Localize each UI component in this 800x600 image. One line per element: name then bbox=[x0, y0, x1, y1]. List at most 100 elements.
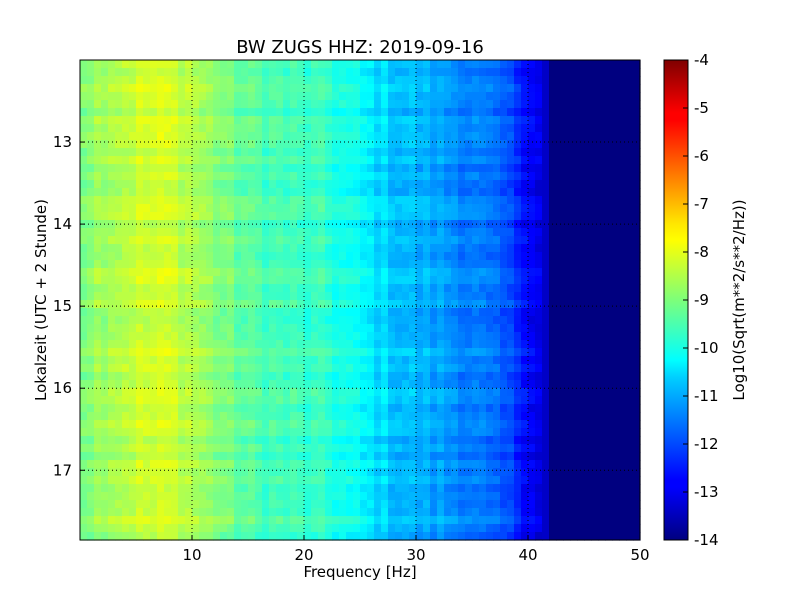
heatmap-cell bbox=[577, 452, 585, 461]
heatmap-cell bbox=[220, 68, 228, 77]
heatmap-cell bbox=[171, 300, 179, 309]
heatmap-cell bbox=[402, 180, 410, 189]
heatmap-cell bbox=[164, 212, 172, 221]
heatmap-cell bbox=[129, 332, 137, 341]
heatmap-cell bbox=[276, 532, 284, 541]
heatmap-cell bbox=[472, 468, 480, 477]
heatmap-cell bbox=[514, 148, 522, 157]
heatmap-cell bbox=[451, 108, 459, 117]
heatmap-cell bbox=[374, 444, 382, 453]
heatmap-cell bbox=[269, 508, 277, 517]
heatmap-cell bbox=[87, 428, 95, 437]
heatmap-cell bbox=[430, 428, 438, 437]
heatmap-cell bbox=[129, 116, 137, 125]
heatmap-cell bbox=[297, 116, 305, 125]
heatmap-cell bbox=[94, 124, 102, 133]
heatmap-cell bbox=[570, 92, 578, 101]
heatmap-cell bbox=[339, 380, 347, 389]
heatmap-cell bbox=[542, 516, 550, 525]
heatmap-cell bbox=[108, 452, 116, 461]
heatmap-cell bbox=[255, 252, 263, 261]
heatmap-cell bbox=[479, 220, 487, 229]
heatmap-cell bbox=[486, 140, 494, 149]
heatmap-cell bbox=[234, 180, 242, 189]
heatmap-cell bbox=[339, 356, 347, 365]
heatmap-cell bbox=[87, 276, 95, 285]
heatmap-cell bbox=[458, 516, 466, 525]
heatmap-cell bbox=[472, 68, 480, 77]
heatmap-cell bbox=[115, 420, 123, 429]
heatmap-cell bbox=[514, 412, 522, 421]
heatmap-cell bbox=[591, 356, 599, 365]
heatmap-cell bbox=[367, 268, 375, 277]
heatmap-cell bbox=[346, 308, 354, 317]
heatmap-cell bbox=[143, 524, 151, 533]
heatmap-cell bbox=[409, 172, 417, 181]
heatmap-cell bbox=[521, 76, 529, 85]
heatmap-cell bbox=[248, 108, 256, 117]
heatmap-cell bbox=[220, 268, 228, 277]
heatmap-cell bbox=[80, 388, 88, 397]
heatmap-cell bbox=[122, 124, 130, 133]
heatmap-cell bbox=[241, 132, 249, 141]
heatmap-cell bbox=[514, 452, 522, 461]
heatmap-cell bbox=[409, 164, 417, 173]
heatmap-cell bbox=[395, 204, 403, 213]
heatmap-cell bbox=[353, 92, 361, 101]
heatmap-cell bbox=[311, 156, 319, 165]
heatmap-cell bbox=[563, 188, 571, 197]
heatmap-cell bbox=[150, 92, 158, 101]
heatmap-cell bbox=[563, 532, 571, 541]
heatmap-cell bbox=[465, 172, 473, 181]
heatmap-cell bbox=[472, 124, 480, 133]
heatmap-cell bbox=[472, 380, 480, 389]
heatmap-cell bbox=[409, 260, 417, 269]
heatmap-cell bbox=[388, 348, 396, 357]
heatmap-cell bbox=[549, 116, 557, 125]
heatmap-cell bbox=[570, 100, 578, 109]
heatmap-cell bbox=[437, 284, 445, 293]
heatmap-cell bbox=[444, 60, 452, 69]
heatmap-cell bbox=[213, 428, 221, 437]
heatmap-cell bbox=[108, 60, 116, 69]
heatmap-cell bbox=[192, 236, 200, 245]
heatmap-cell bbox=[360, 292, 368, 301]
heatmap-cell bbox=[304, 356, 312, 365]
heatmap-cell bbox=[178, 340, 186, 349]
heatmap-cell bbox=[528, 268, 536, 277]
heatmap-cell bbox=[325, 276, 333, 285]
heatmap-cell bbox=[185, 300, 193, 309]
heatmap-cell bbox=[472, 484, 480, 493]
heatmap-cell bbox=[297, 84, 305, 93]
heatmap-cell bbox=[437, 316, 445, 325]
heatmap-cell bbox=[192, 228, 200, 237]
heatmap-cell bbox=[486, 468, 494, 477]
heatmap-cell bbox=[101, 276, 109, 285]
heatmap-cell bbox=[353, 268, 361, 277]
heatmap-cell bbox=[388, 212, 396, 221]
heatmap-cell bbox=[304, 532, 312, 541]
heatmap-cell bbox=[395, 436, 403, 445]
heatmap-cell bbox=[185, 492, 193, 501]
heatmap-cell bbox=[262, 212, 270, 221]
heatmap-cell bbox=[262, 340, 270, 349]
heatmap-cell bbox=[269, 124, 277, 133]
heatmap-cell bbox=[563, 124, 571, 133]
heatmap-cell bbox=[465, 236, 473, 245]
heatmap-cell bbox=[563, 324, 571, 333]
heatmap-cell bbox=[171, 404, 179, 413]
heatmap-cell bbox=[157, 348, 165, 357]
heatmap-cell bbox=[150, 492, 158, 501]
heatmap-cell bbox=[388, 108, 396, 117]
heatmap-cell bbox=[129, 380, 137, 389]
heatmap-cell bbox=[381, 212, 389, 221]
heatmap-cell bbox=[521, 132, 529, 141]
heatmap-cell bbox=[500, 100, 508, 109]
heatmap-cell bbox=[500, 388, 508, 397]
heatmap-cell bbox=[206, 308, 214, 317]
heatmap-cell bbox=[563, 220, 571, 229]
heatmap-cell bbox=[472, 332, 480, 341]
heatmap-cell bbox=[206, 268, 214, 277]
heatmap-cell bbox=[157, 116, 165, 125]
heatmap-cell bbox=[486, 228, 494, 237]
